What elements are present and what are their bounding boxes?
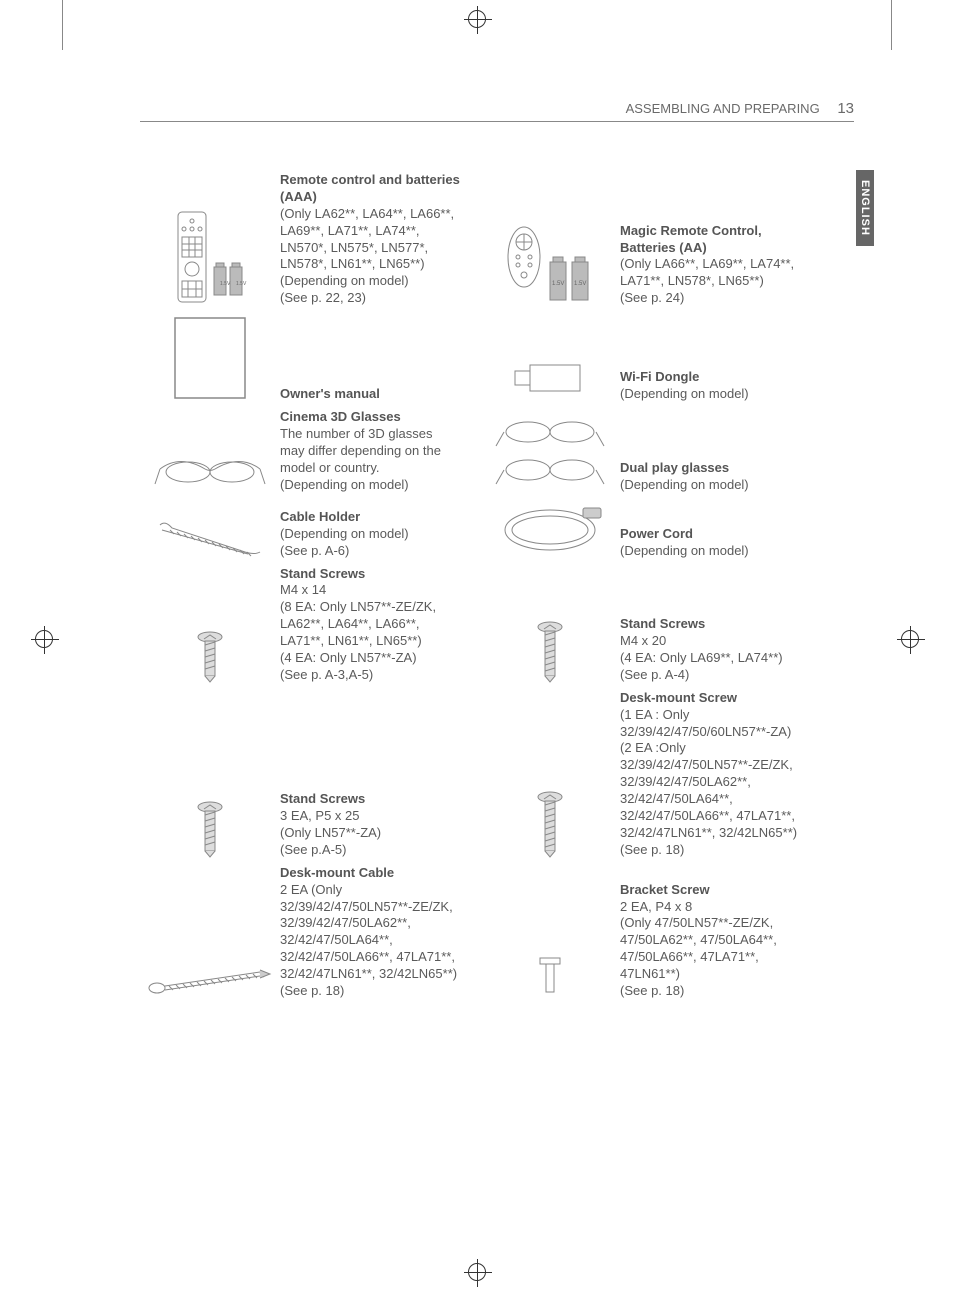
item-title: Stand Screws: [280, 791, 365, 806]
item-description: Stand Screws M4 x 14(8 EA: Only LN57**-Z…: [280, 566, 480, 684]
registration-mark: [901, 630, 919, 648]
item-body: M4 x 14(8 EA: Only LN57**-ZE/ZK, LA62**,…: [280, 582, 436, 681]
item-description: Power Cord (Depending on model): [620, 526, 820, 560]
icon-magic-remote: 1.5V 1.5V: [480, 207, 620, 307]
icon-dongle: [480, 353, 620, 403]
accessory-row: Stand Screws 3 EA, P5 x 25(Only LN57**-Z…: [140, 690, 854, 859]
item-title: Desk-mount Screw: [620, 690, 737, 705]
language-tab: ENGLISH: [856, 170, 874, 246]
item-description: Stand Screws M4 x 20(4 EA: Only LA69**, …: [620, 616, 820, 684]
item-body: (Depending on model): [620, 543, 749, 558]
item-body: (Depending on model)(See p. A-6): [280, 526, 409, 558]
item-body: 3 EA, P5 x 25(Only LN57**-ZA)(See p.A-5): [280, 808, 381, 857]
item-description: Cinema 3D Glasses The number of 3D glass…: [280, 409, 480, 493]
item-description: Bracket Screw 2 EA, P4 x 8(Only 47/50LN5…: [620, 882, 820, 1000]
section-title: ASSEMBLING AND PREPARING: [626, 101, 820, 116]
page-number: 13: [837, 100, 854, 117]
item-description: Desk-mount Cable 2 EA (Only 32/39/42/47/…: [280, 865, 480, 1000]
crop-line: [891, 0, 892, 50]
item-body: (Only LA62**, LA64**, LA66**, LA69**, LA…: [280, 206, 454, 305]
icon-power-cord: [480, 500, 620, 560]
item-description: Remote control and batteries (AAA) (Only…: [280, 172, 480, 307]
item-body: 2 EA, P4 x 8(Only 47/50LN57**-ZE/ZK, 47/…: [620, 899, 777, 998]
accessory-row: 1.5V 1.5V Remote control and batteries (A…: [140, 172, 854, 307]
registration-mark: [468, 10, 486, 28]
item-title: Desk-mount Cable: [280, 865, 394, 880]
item-description: Magic Remote Control, Batteries (AA) (On…: [620, 223, 820, 307]
icon-screw-desk: [480, 789, 620, 859]
registration-mark: [468, 1263, 486, 1281]
page-header: ASSEMBLING AND PREPARING 13: [140, 100, 854, 122]
item-body: (Depending on model): [620, 386, 749, 401]
item-body: (Depending on model): [620, 477, 749, 492]
accessory-row: Cinema 3D Glasses The number of 3D glass…: [140, 409, 854, 493]
icon-bracket-screw: [480, 950, 620, 1000]
item-title: Power Cord: [620, 526, 693, 541]
page-content: ASSEMBLING AND PREPARING 13 ENGLISH 1.5V…: [0, 0, 954, 1046]
item-title: Cable Holder: [280, 509, 360, 524]
item-title: Cinema 3D Glasses: [280, 409, 401, 424]
icon-desk-cable: [140, 960, 280, 1000]
item-body: (Only LA66**, LA69**, LA74**, LA71**, LN…: [620, 256, 794, 305]
accessory-row: Desk-mount Cable 2 EA (Only 32/39/42/47/…: [140, 865, 854, 1000]
item-title: Remote control and batteries (AAA): [280, 172, 460, 204]
item-title: Owner's manual: [280, 386, 380, 401]
icon-glasses2: [480, 414, 620, 494]
icon-screw-long: [480, 619, 620, 684]
svg-text:1.5V: 1.5V: [574, 281, 586, 287]
crop-line: [62, 0, 63, 50]
icon-screw-short: [140, 629, 280, 684]
item-body: M4 x 20(4 EA: Only LA69**, LA74**)(See p…: [620, 633, 783, 682]
icon-remote: 1.5V 1.5V: [140, 207, 280, 307]
registration-mark: [35, 630, 53, 648]
accessory-row: Owner's manual Wi-Fi Dongle (Depending o…: [140, 313, 854, 403]
item-body: 2 EA (Only 32/39/42/47/50LN57**-ZE/ZK, 3…: [280, 882, 457, 998]
icon-glasses1: [140, 444, 280, 494]
item-description: Wi-Fi Dongle (Depending on model): [620, 369, 820, 403]
item-title: Magic Remote Control, Batteries (AA): [620, 223, 762, 255]
icon-screw-p5: [140, 799, 280, 859]
item-title: Dual play glasses: [620, 460, 729, 475]
svg-text:1.5V: 1.5V: [552, 281, 564, 287]
item-description: Stand Screws 3 EA, P5 x 25(Only LN57**-Z…: [280, 791, 480, 859]
icon-cable-holder: [140, 510, 280, 560]
item-description: Cable Holder (Depending on model)(See p.…: [280, 509, 480, 560]
item-body: The number of 3D glasses may differ depe…: [280, 426, 441, 492]
accessory-row: Stand Screws M4 x 14(8 EA: Only LN57**-Z…: [140, 566, 854, 684]
item-description: Desk-mount Screw (1 EA : Only 32/39/42/4…: [620, 690, 820, 859]
svg-text:1.5V: 1.5V: [236, 281, 247, 287]
svg-text:1.5V: 1.5V: [220, 281, 231, 287]
item-description: Owner's manual: [280, 386, 480, 403]
item-title: Stand Screws: [620, 616, 705, 631]
icon-manual: [140, 313, 280, 403]
item-description: Dual play glasses (Depending on model): [620, 460, 820, 494]
item-title: Stand Screws: [280, 566, 365, 581]
item-title: Bracket Screw: [620, 882, 710, 897]
item-title: Wi-Fi Dongle: [620, 369, 699, 384]
accessory-row: Cable Holder (Depending on model)(See p.…: [140, 500, 854, 560]
item-body: (1 EA : Only 32/39/42/47/50/60LN57**-ZA)…: [620, 707, 797, 857]
